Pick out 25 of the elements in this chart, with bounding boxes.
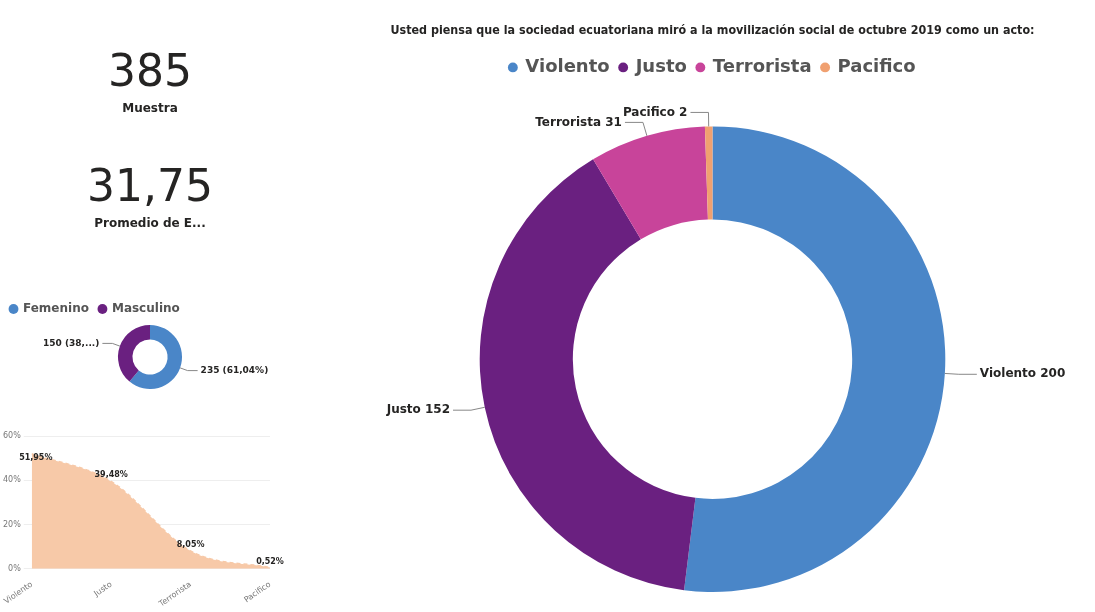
legend-label: Justo [633, 55, 687, 77]
y-tick-label: 60% [3, 431, 22, 441]
data-label: 51,95% [19, 452, 53, 462]
legend-label: Femenino [23, 301, 89, 316]
data-label: Pacifico 2 [622, 104, 688, 119]
legend-label: Violento [525, 55, 610, 77]
chart-title: Usted piensa que la sociedad ecuatoriana miró a la movilización social de octubre 2019 como un acto: [390, 22, 1035, 38]
data-label: 0,52% [256, 556, 284, 566]
y-tick-label: 20% [3, 519, 22, 529]
data-label: 39,48% [94, 470, 128, 480]
legend-label: Masculino [111, 301, 180, 316]
data-label: 235 (61,04%) [200, 364, 269, 375]
legend-label: Pacifico [837, 55, 916, 77]
y-tick-label: 0% [8, 563, 22, 573]
legend-label: Terrorista [712, 55, 812, 77]
text: Promedio de E... [93, 216, 207, 230]
data-label: Violento 200 [979, 366, 1066, 381]
text: 385 [107, 45, 193, 97]
data-label: Terrorista 31 [535, 114, 622, 129]
data-label: Justo 152 [385, 402, 451, 417]
y-tick-label: 40% [3, 475, 22, 485]
data-label: 150 (38,...) [43, 337, 100, 348]
text: Muestra [121, 101, 179, 115]
data-label: 8,05% [176, 540, 205, 549]
text: 31,75 [86, 160, 214, 212]
